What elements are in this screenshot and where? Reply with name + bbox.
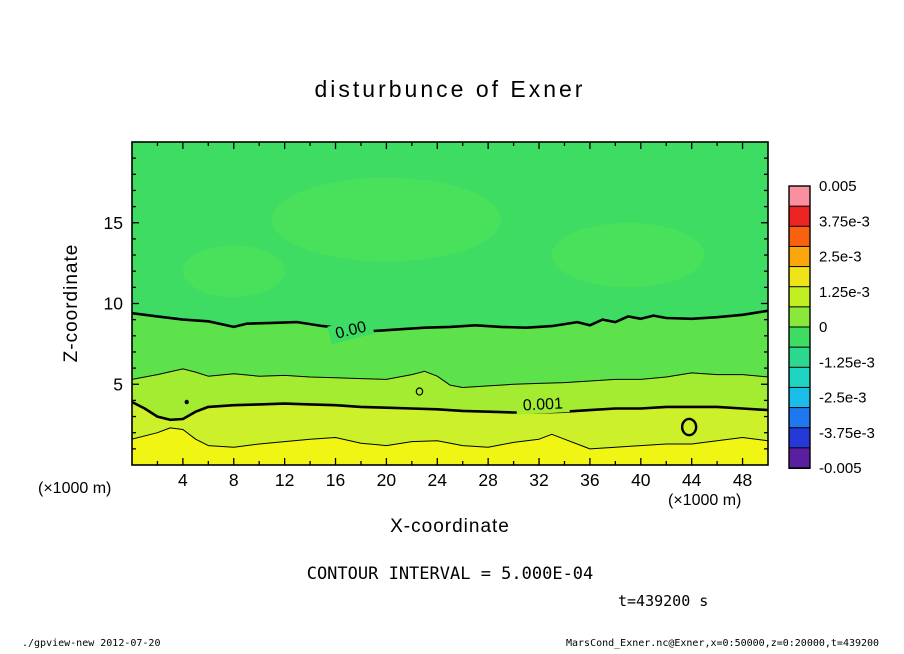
colorbar-cell [788,245,811,268]
colorbar-cell [788,306,811,329]
colorbar-cell [788,326,811,349]
colorbar-cell [788,225,811,248]
colorbar-label: -3.75e-3 [819,425,875,442]
x-axis-unit: (×1000 m) [668,492,742,509]
colorbar-cell [788,185,811,208]
x-tick-label: 48 [733,470,752,490]
colorbar-cell [788,447,811,470]
x-tick-label: 12 [275,470,294,490]
colorbar-cell [788,286,811,308]
colorbar-frame [788,185,811,469]
colorbar-cell [788,427,811,449]
colorbar-label: 2.5e-3 [819,249,862,266]
y-axis-label: Z-coordinate [61,243,82,363]
colorbar-cell [788,346,811,369]
colorbar-cell [788,366,811,389]
colorbar-label: 1.25e-3 [819,284,870,301]
contour-shade-patch [551,222,705,288]
x-tick-label: 36 [580,470,599,490]
contour-label-mask [327,316,375,345]
x-tick-label: 16 [326,470,345,490]
colorbar-label: -1.25e-3 [819,354,875,371]
time-label: t=439200 s [618,592,709,610]
y-axis-unit: (×1000 m) [38,480,112,497]
colorbar-label: 0 [819,319,827,336]
colorbar-cell [788,205,811,228]
x-tick-label: 32 [529,470,548,490]
colorbar-label: -2.5e-3 [819,390,867,407]
chart-title: disturbunce of Exner [314,76,586,102]
colorbar-cell [788,386,811,409]
x-tick-label: 40 [631,470,651,490]
colorbar-label: 3.75e-3 [819,213,870,230]
y-tick-label: 5 [113,374,123,394]
closed-contour [680,417,698,437]
footer-file-label: MarsCond_Exner.nc@Exner,x=0:50000,z=0:20… [566,638,880,649]
contour-shade-patch [271,177,501,262]
x-tick-label: 4 [178,470,188,490]
contour-band [132,427,768,465]
contour-shade-patch [182,245,285,298]
contour-line [132,309,768,333]
colorbar-label: 0.005 [819,178,857,195]
contour-field: 0.000.001 [132,142,768,465]
y-tick-label: 15 [104,213,123,233]
colorbar-cell [788,407,811,429]
contour-line-label: 0.001 [522,395,563,414]
x-tick-label: 24 [428,470,448,490]
colorbar-label: -0.005 [819,460,862,477]
x-axis-label: X-coordinate [390,516,510,537]
y-tick-label: 10 [104,294,124,314]
x-tick-label: 28 [478,470,497,490]
x-tick-label: 44 [682,470,702,490]
x-tick-label: 20 [377,470,397,490]
contour-line [132,368,768,388]
closed-contour [184,399,189,405]
contour-label-mask [515,394,570,415]
plot-frame [131,141,769,466]
footer-command-label: ./gpview-new 2012-07-20 [22,638,161,649]
contour-line [132,427,768,450]
x-tick-label: 8 [229,470,239,490]
colorbar-cell [788,266,811,288]
closed-contour [415,387,424,396]
contour-line [132,400,768,422]
contour-interval-label: CONTOUR INTERVAL = 5.000E-04 [306,564,594,584]
